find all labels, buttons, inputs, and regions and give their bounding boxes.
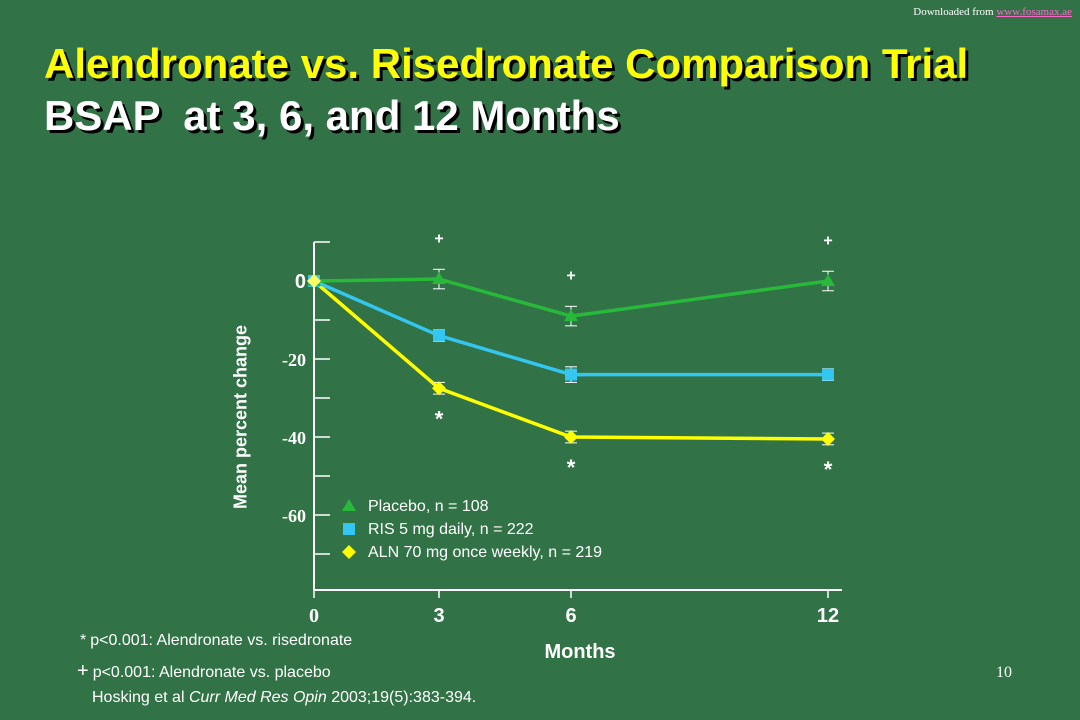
legend-marker-square	[343, 523, 355, 535]
data-point-triangle	[821, 274, 835, 286]
origin-point	[307, 274, 321, 288]
y-tick-label: -60	[282, 506, 306, 526]
download-credit: Downloaded from www.fosamax.ae	[913, 6, 1072, 18]
citation-details: 2003;19(5):383-394.	[326, 689, 477, 706]
citation: Hosking et al Curr Med Res Opin 2003;19(…	[92, 689, 476, 707]
y-tick-label: 0	[295, 271, 306, 293]
legend-marker-diamond	[342, 545, 356, 559]
x-tick-label: 6	[565, 605, 576, 627]
data-point-diamond	[432, 381, 446, 396]
plus-footnote-text: p<0.001: Alendronate vs. placebo	[92, 664, 331, 681]
citation-authors: Hosking et al	[92, 689, 189, 706]
legend-label: RIS 5 mg daily, n = 222	[368, 521, 534, 538]
significance-marker: *	[567, 455, 576, 480]
x-axis-label: Months	[544, 641, 615, 663]
significance-marker: +	[434, 230, 443, 247]
citation-journal: Curr Med Res Opin	[188, 689, 327, 706]
star-footnote-text: p<0.001: Alendronate vs. risedronate	[90, 632, 353, 649]
significance-marker: *	[824, 457, 833, 482]
data-point-square	[822, 368, 834, 381]
series-line-triangle	[313, 277, 829, 318]
significance-marker: *	[435, 406, 444, 431]
significance-marker: +	[823, 232, 832, 249]
legend-label: Placebo, n = 108	[368, 498, 489, 515]
page-number: 10	[996, 664, 1012, 681]
footnote-star: * p<0.001: Alendronate vs. risedronate	[80, 632, 352, 650]
footnote-plus: + p<0.001: Alendronate vs. placebo	[77, 660, 331, 683]
data-point-square	[565, 368, 577, 381]
download-link[interactable]: www.fosamax.ae	[996, 6, 1072, 18]
x-tick-label: 12	[817, 605, 839, 627]
x-tick-label: 3	[433, 605, 444, 627]
data-point-diamond	[821, 431, 835, 446]
data-point-triangle	[564, 309, 578, 322]
legend-marker-triangle	[342, 499, 356, 511]
y-tick-label: -20	[282, 350, 306, 370]
star-symbol: *	[80, 632, 87, 649]
x-tick-label: 0	[309, 605, 319, 627]
data-point-square	[433, 329, 445, 342]
download-prefix: Downloaded from	[913, 6, 997, 18]
plus-symbol: +	[77, 660, 89, 682]
series-line-diamond	[312, 279, 829, 441]
significance-marker: +	[566, 267, 575, 284]
slide-title: Alendronate vs. Risedronate Comparison T…	[44, 40, 969, 87]
series-line-square	[313, 279, 828, 377]
legend-label: ALN 70 mg once weekly, n = 219	[368, 544, 602, 561]
slide-subtitle: BSAP at 3, 6, and 12 Months	[44, 92, 620, 139]
y-tick-label: -40	[282, 428, 306, 448]
data-point-triangle	[432, 272, 446, 285]
data-point-diamond	[564, 430, 578, 444]
